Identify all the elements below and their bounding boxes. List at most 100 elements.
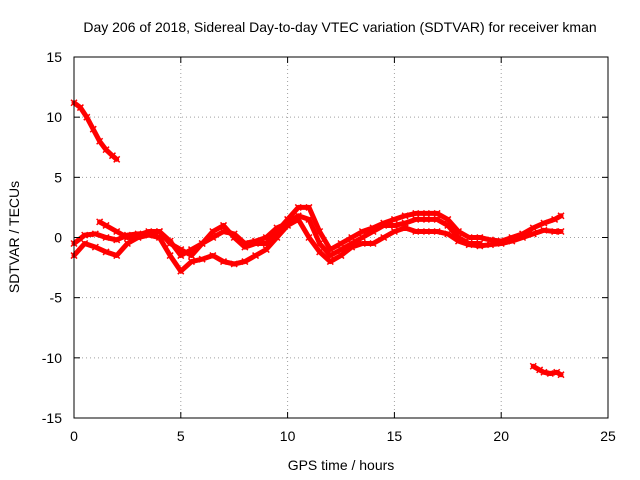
data-point [305,215,313,223]
data-point [412,227,420,236]
data-point [177,267,185,275]
data-point [433,209,441,217]
data-point [557,227,565,236]
data-point [252,252,260,260]
data-point [369,239,377,248]
data-point [76,104,84,112]
data-point [294,203,302,211]
data-point [155,227,163,236]
data-point [113,236,121,244]
data-point [96,218,104,226]
y-tick-label: 15 [46,49,62,65]
x-tick-label: 0 [70,428,78,444]
data-point [209,252,217,260]
data-point [369,227,377,236]
data-point [390,215,398,223]
series-track-c [96,212,484,260]
data-point [412,209,420,217]
data-point [230,230,238,238]
x-tick-label: 10 [280,428,296,444]
data-point [177,252,185,260]
data-point [497,237,505,245]
data-point [262,239,270,248]
data-point [444,230,452,238]
data-point [529,230,537,238]
data-point [145,227,153,236]
data-point [529,224,537,232]
data-point [326,252,334,260]
y-axis-title: SDTVAR / TECUs [6,181,22,293]
data-point [219,258,228,266]
data-point [508,233,516,242]
x-axis-title: GPS time / hours [288,457,395,473]
x-tick-label: 20 [493,428,509,444]
y-tick-label: -10 [42,350,62,366]
data-point [241,239,249,248]
data-point [305,203,313,211]
data-point [390,227,398,236]
data-point [219,221,228,229]
series-segment-early [70,99,121,163]
x-tick-label: 15 [387,428,403,444]
data-point [241,258,249,266]
series-segment-late [529,362,565,379]
data-point [209,233,217,242]
data-point [557,371,565,379]
data-point [519,230,527,238]
data-point [284,219,292,227]
data-point [444,221,452,229]
data-point [433,215,441,223]
data-point [444,215,452,223]
data-point [209,227,217,236]
data-point [316,248,324,256]
data-point [91,243,99,251]
data-point [476,233,484,242]
data-point [454,233,463,242]
data-point [401,219,409,227]
y-tick-label: 0 [54,230,62,246]
data-point [465,239,473,248]
data-point [123,239,131,248]
y-tick-label: -15 [42,410,62,426]
data-point [358,233,366,242]
data-point [81,239,89,248]
data-point [89,125,97,133]
data-point [551,215,559,223]
data-point [529,362,537,370]
x-tick-label: 5 [177,428,185,444]
data-point [294,212,302,220]
data-point [96,137,104,145]
data-point [337,246,345,254]
data-point [551,227,559,236]
data-point [380,221,388,229]
data-point [113,252,121,260]
y-tick-label: 10 [46,109,62,125]
data-point [540,368,548,376]
data-point [422,215,430,223]
data-point [326,258,334,266]
data-point [102,146,110,154]
series-track-a [70,215,565,275]
data-point [91,230,99,238]
data-point [540,226,548,234]
data-point [337,252,345,260]
data-point [358,227,366,236]
data-point [262,246,270,254]
data-point [401,212,409,220]
data-point [187,258,196,266]
data-point [540,219,548,227]
data-point [553,368,561,376]
data-point [486,236,495,244]
data-point [358,239,366,248]
data-point [252,237,260,245]
y-tick-label: 5 [54,169,62,185]
data-point [476,239,484,248]
data-point [81,231,89,239]
y-tick-label: -5 [50,290,63,306]
data-point [219,227,228,236]
data-point [166,237,174,245]
data-point [113,227,121,236]
data-point [273,224,281,232]
x-tick-label: 25 [600,428,616,444]
